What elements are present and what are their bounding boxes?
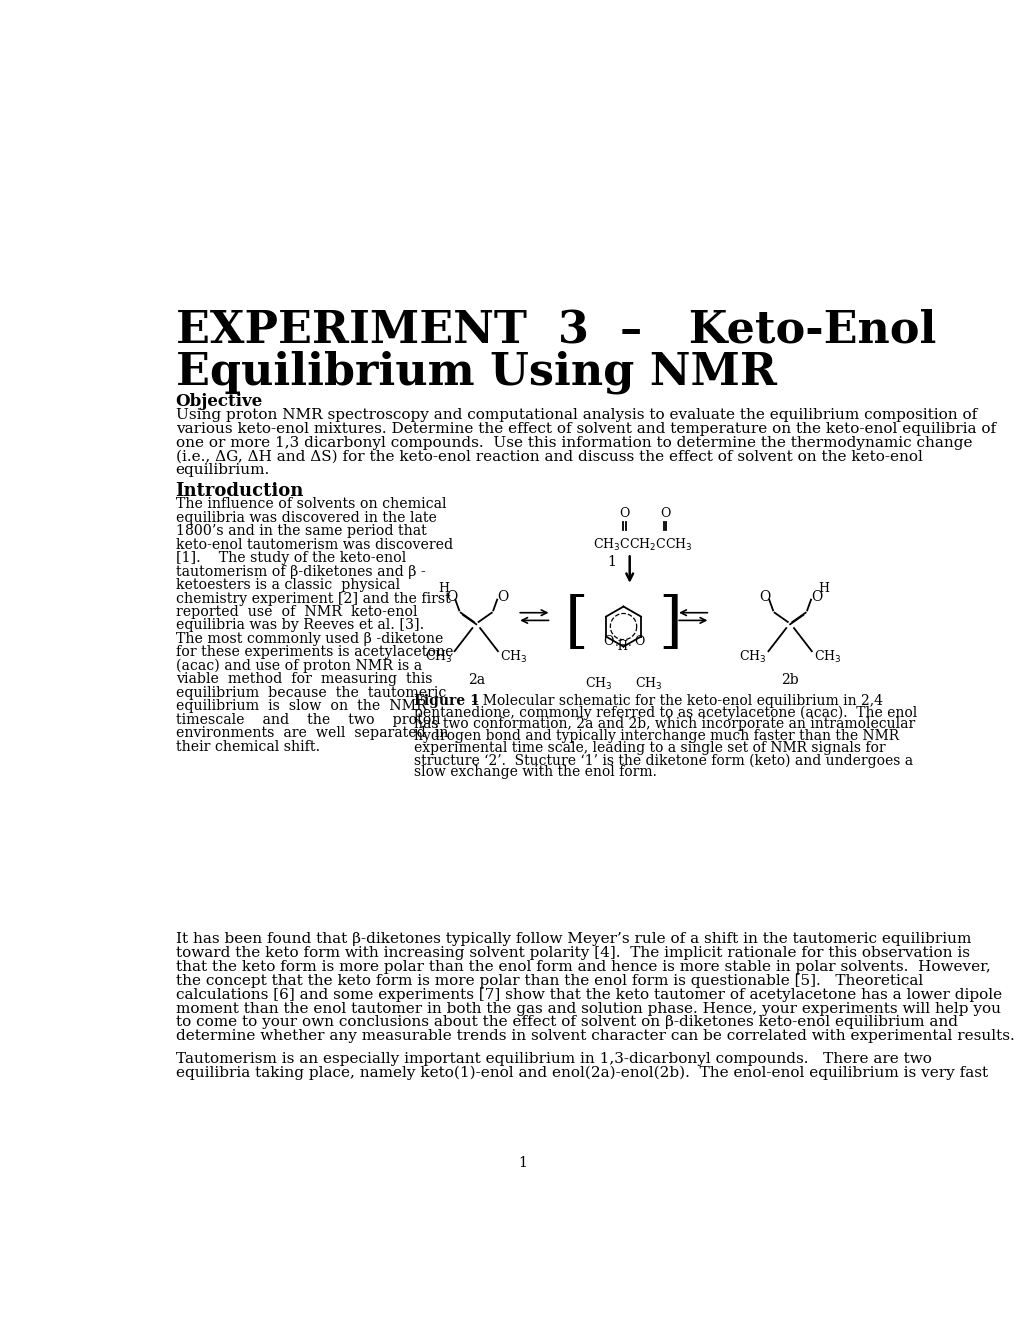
Text: (acac) and use of proton NMR is a: (acac) and use of proton NMR is a xyxy=(175,659,421,673)
Text: has two conformation, 2a and 2b, which incorporate an intramolecular: has two conformation, 2a and 2b, which i… xyxy=(414,718,915,731)
Text: It has been found that β-diketones typically follow Meyer’s rule of a shift in t: It has been found that β-diketones typic… xyxy=(175,932,970,946)
Text: determine whether any measurable trends in solvent character can be correlated w: determine whether any measurable trends … xyxy=(175,1030,1013,1043)
Text: CH$_3$: CH$_3$ xyxy=(739,649,766,665)
Text: CH$_3$: CH$_3$ xyxy=(634,676,661,692)
Text: reported  use  of  NMR  keto-enol: reported use of NMR keto-enol xyxy=(175,605,417,619)
Text: for these experiments is acetylacetone: for these experiments is acetylacetone xyxy=(175,645,452,660)
Text: The influence of solvents on chemical: The influence of solvents on chemical xyxy=(175,498,445,511)
Text: 1: 1 xyxy=(518,1155,527,1170)
Text: equilibria taking place, namely keto(1)-enol and enol(2a)-enol(2b).  The enol-en: equilibria taking place, namely keto(1)-… xyxy=(175,1065,986,1080)
Text: toward the keto form with increasing solvent polarity [4].  The implicit rationa: toward the keto form with increasing sol… xyxy=(175,946,969,960)
Text: ]: ] xyxy=(657,594,682,655)
Text: equilibrium  because  the  tautomeric: equilibrium because the tautomeric xyxy=(175,686,445,700)
Text: equilibrium.: equilibrium. xyxy=(175,463,270,478)
Text: the concept that the keto form is more polar than the enol form is questionable : the concept that the keto form is more p… xyxy=(175,974,922,987)
Text: hydrogen bond and typically interchange much faster than the NMR: hydrogen bond and typically interchange … xyxy=(414,730,899,743)
Text: Introduction: Introduction xyxy=(175,482,304,500)
Text: moment than the enol tautomer in both the gas and solution phase. Hence, your ex: moment than the enol tautomer in both th… xyxy=(175,1002,1000,1015)
Text: CH$_3$: CH$_3$ xyxy=(813,649,841,665)
Text: 2b: 2b xyxy=(781,673,798,686)
Text: The most commonly used β -diketone: The most commonly used β -diketone xyxy=(175,632,442,645)
Text: O: O xyxy=(759,590,770,605)
Text: 2a: 2a xyxy=(468,673,484,686)
Text: CH$_3$: CH$_3$ xyxy=(425,649,452,665)
Text: tautomerism of β-diketones and β -: tautomerism of β-diketones and β - xyxy=(175,565,425,578)
Text: equilibrium  is  slow  on  the  NMR: equilibrium is slow on the NMR xyxy=(175,700,426,713)
Text: that the keto form is more polar than the enol form and hence is more stable in : that the keto form is more polar than th… xyxy=(175,960,989,974)
Text: CH$_3$CCH$_2$CCH$_3$: CH$_3$CCH$_2$CCH$_3$ xyxy=(592,537,692,553)
Text: H: H xyxy=(438,582,448,594)
Text: H: H xyxy=(818,582,828,594)
Text: viable  method  for  measuring  this: viable method for measuring this xyxy=(175,672,432,686)
Text: ketoesters is a classic  physical: ketoesters is a classic physical xyxy=(175,578,399,593)
Text: O: O xyxy=(633,635,644,648)
Text: (i.e., ΔG, ΔH and ΔS) for the keto-enol reaction and discuss the effect of solve: (i.e., ΔG, ΔH and ΔS) for the keto-enol … xyxy=(175,449,921,463)
Text: Figure 1: Figure 1 xyxy=(414,693,480,708)
Text: to come to your own conclusions about the effect of solvent on β-diketones keto-: to come to your own conclusions about th… xyxy=(175,1015,957,1030)
Text: Using proton NMR spectroscopy and computational analysis to evaluate the equilib: Using proton NMR spectroscopy and comput… xyxy=(175,408,976,422)
Text: [1].    The study of the keto-enol: [1]. The study of the keto-enol xyxy=(175,552,406,565)
Text: calculations [6] and some experiments [7] show that the keto tautomer of acetyla: calculations [6] and some experiments [7… xyxy=(175,987,1001,1002)
Text: environments  are  well  separated  in: environments are well separated in xyxy=(175,726,447,741)
Text: timescale    and    the    two    proton: timescale and the two proton xyxy=(175,713,439,727)
Text: O: O xyxy=(445,590,457,605)
Text: 1800’s and in the same period that: 1800’s and in the same period that xyxy=(175,524,426,539)
Text: chemistry experiment [2] and the first: chemistry experiment [2] and the first xyxy=(175,591,449,606)
Text: [: [ xyxy=(565,594,588,655)
Text: O: O xyxy=(602,635,612,648)
Text: various keto-enol mixtures. Determine the effect of solvent and temperature on t: various keto-enol mixtures. Determine th… xyxy=(175,422,995,436)
Text: CH$_3$: CH$_3$ xyxy=(584,676,611,692)
Text: structure ‘2’.  Stucture ‘1’ is the diketone form (keto) and undergoes a: structure ‘2’. Stucture ‘1’ is the diket… xyxy=(414,754,912,768)
Text: O: O xyxy=(659,507,669,520)
Text: CH$_3$: CH$_3$ xyxy=(499,649,527,665)
Text: Objective: Objective xyxy=(175,393,263,411)
Text: experimental time scale, leading to a single set of NMR signals for: experimental time scale, leading to a si… xyxy=(414,742,886,755)
Text: – Molecular schematic for the keto-enol equilibrium in 2,4: – Molecular schematic for the keto-enol … xyxy=(467,693,882,708)
Text: equilibria was discovered in the late: equilibria was discovered in the late xyxy=(175,511,436,524)
Text: one or more 1,3 dicarbonyl compounds.  Use this information to determine the the: one or more 1,3 dicarbonyl compounds. Us… xyxy=(175,436,971,450)
Text: Tautomerism is an especially important equilibrium in 1,3-dicarbonyl compounds. : Tautomerism is an especially important e… xyxy=(175,1052,930,1065)
Text: ·H·: ·H· xyxy=(614,640,632,653)
Text: O: O xyxy=(619,507,630,520)
Text: 1: 1 xyxy=(607,554,615,569)
Text: keto-enol tautomerism was discovered: keto-enol tautomerism was discovered xyxy=(175,537,452,552)
Text: pentanedione, commonly referred to as acetylacetone (acac).  The enol: pentanedione, commonly referred to as ac… xyxy=(414,705,917,719)
Text: EXPERIMENT  3  –   Keto-Enol: EXPERIMENT 3 – Keto-Enol xyxy=(175,309,935,351)
Text: their chemical shift.: their chemical shift. xyxy=(175,739,319,754)
Text: equilibria was by Reeves et al. [3].: equilibria was by Reeves et al. [3]. xyxy=(175,619,423,632)
Text: O: O xyxy=(496,590,507,605)
Text: Equilibrium Using NMR: Equilibrium Using NMR xyxy=(175,351,775,395)
Text: O: O xyxy=(810,590,821,605)
Text: slow exchange with the enol form.: slow exchange with the enol form. xyxy=(414,766,656,779)
